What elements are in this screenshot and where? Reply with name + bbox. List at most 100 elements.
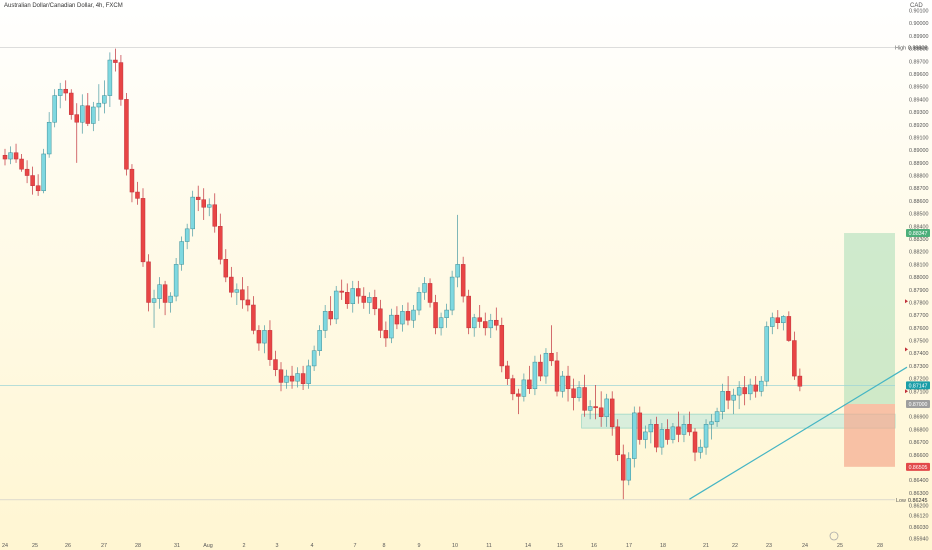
x-tick-label: 16 [591, 543, 597, 549]
candle-body [218, 226, 223, 260]
y-tick-label: 0.89100 [909, 135, 929, 141]
y-tick-label: 0.86600 [909, 453, 929, 459]
y-tick-label: 0.85940 [909, 537, 929, 543]
x-tick-label: 24 [2, 543, 8, 549]
candle-body [212, 204, 218, 227]
y-tick-label: 0.86800 [909, 427, 929, 433]
candle-body [505, 365, 510, 379]
candle-body [300, 373, 306, 384]
y-tick-label: 0.87600 [909, 326, 929, 332]
candle-body [118, 62, 124, 100]
candle-body [494, 319, 499, 326]
x-tick-label: 4 [311, 543, 314, 549]
candle-body [24, 168, 30, 176]
candle-body [400, 311, 405, 325]
stop-badge: 0.86505 [909, 465, 928, 471]
candle-body [124, 99, 129, 170]
x-tick-label: Aug [203, 543, 213, 549]
y-tick-label: 0.88700 [909, 186, 929, 192]
candle-body [416, 292, 422, 311]
candle-body [184, 228, 190, 242]
candle-body [676, 426, 681, 435]
time-axis: 24 25 26 27 28 31 Aug 2 3 4 7 8 9 10 11 14 15 16 17 18 21 22 2… [2, 543, 883, 549]
candle-body [311, 350, 317, 367]
candle-body [267, 330, 273, 360]
candle-body [488, 319, 494, 329]
candle-body [527, 379, 532, 390]
y-tick-label: 0.87300 [909, 364, 929, 370]
candle-body [681, 424, 687, 435]
candle-body [665, 429, 670, 440]
candle-body [19, 158, 24, 170]
candle-body [427, 283, 433, 303]
y-tick-label: 0.90100 [909, 9, 929, 15]
last-price-badge-box [906, 381, 930, 390]
x-tick-label: 23 [766, 543, 772, 549]
y-tick-label: 0.88000 [909, 275, 929, 281]
candle-body [113, 59, 118, 63]
x-tick-label: 25 [837, 543, 843, 549]
target-badge: 0.88347 [909, 231, 928, 237]
candle-body [68, 92, 74, 115]
candle-body [720, 391, 725, 412]
candle-body [499, 325, 505, 367]
candle-body [411, 309, 416, 321]
x-tick-label: 25 [32, 543, 38, 549]
candle-body [262, 330, 267, 344]
x-tick-label: 11 [486, 543, 492, 549]
candle-body [543, 352, 549, 377]
candle-body [510, 378, 516, 395]
candle-body [731, 394, 736, 401]
candle-body [455, 264, 460, 278]
x-tick-label: 22 [732, 543, 738, 549]
candle-body [284, 375, 289, 383]
x-tick-label: 28 [135, 543, 141, 549]
entry-badge: 0.87000 [909, 402, 928, 408]
candle-body [306, 365, 311, 384]
candle-body [698, 446, 703, 453]
candle-body [223, 259, 229, 278]
candle-body [383, 330, 389, 339]
candle-body [13, 152, 19, 160]
candle-body [8, 152, 13, 160]
x-tick-label: 17 [626, 543, 632, 549]
x-tick-label: 18 [660, 543, 666, 549]
candle-body [157, 284, 162, 299]
candle-body [57, 88, 63, 96]
y-tick-label: 0.87700 [909, 313, 929, 319]
high-label: High [895, 46, 906, 52]
axis-marker [905, 299, 908, 304]
y-tick-label: 0.86300 [909, 491, 929, 497]
candle-body [102, 95, 107, 104]
candle-body [648, 424, 654, 433]
y-tick-label: 0.87200 [909, 377, 929, 383]
target-badge-box [906, 229, 930, 238]
candle-body [609, 398, 615, 428]
x-tick-label: 26 [65, 543, 71, 549]
candle-body [234, 289, 240, 293]
candle-body [41, 153, 46, 192]
candle-body [576, 387, 582, 398]
y-tick-label: 0.87100 [909, 389, 929, 395]
candle-body [742, 387, 747, 395]
low-value: 0.86245 [908, 498, 928, 504]
candle-body [670, 426, 676, 440]
candle-body [339, 290, 344, 293]
entry-badge-box [906, 400, 930, 408]
x-tick-label: 8 [383, 543, 386, 549]
candle-body [615, 426, 620, 456]
candle-body [372, 297, 378, 310]
candle-body [394, 314, 400, 325]
candle-body [466, 295, 471, 329]
candle-body [758, 380, 764, 392]
candle-body [63, 88, 68, 94]
x-tick-label: 7 [354, 543, 357, 549]
axis-marker [905, 389, 908, 394]
candle-body [460, 264, 466, 297]
candle-body [229, 276, 234, 293]
candle-body [792, 340, 797, 377]
candle-body [162, 284, 168, 303]
candle-body [444, 309, 449, 318]
